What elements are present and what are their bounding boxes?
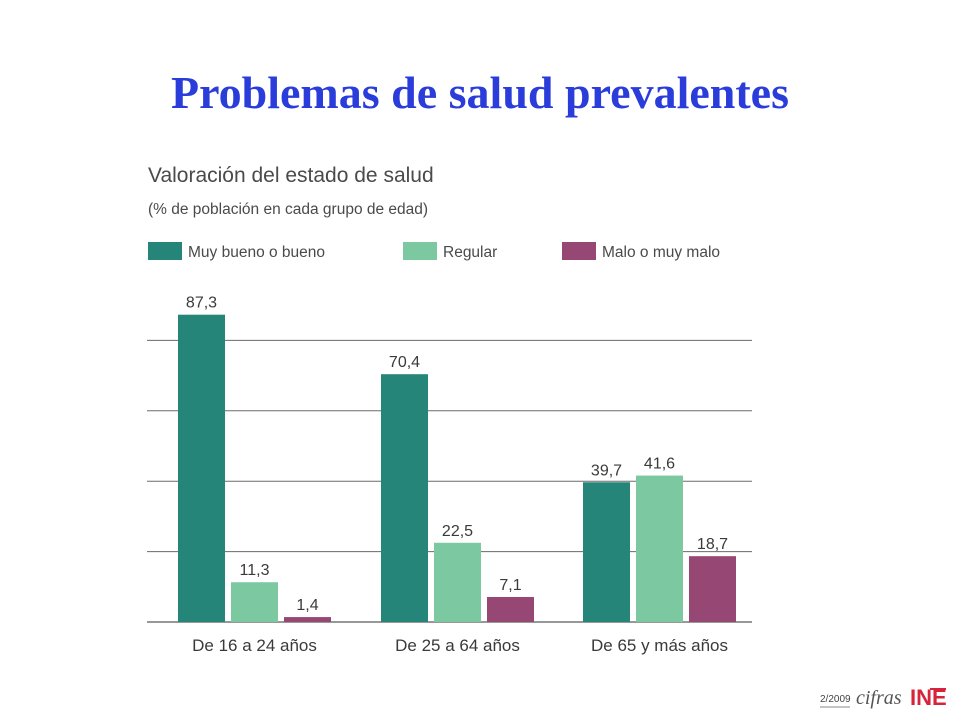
legend-label: Regular — [443, 244, 497, 261]
bar — [434, 542, 481, 622]
bar-value-label: 41,6 — [644, 456, 675, 473]
category-label: De 16 a 24 años — [192, 636, 317, 655]
chart-subtitle: (% de población en cada grupo de edad) — [148, 201, 428, 218]
footer-date: 2/2009 — [820, 694, 851, 705]
bar-value-label: 18,7 — [697, 536, 728, 553]
legend-label: Muy bueno o bueno — [188, 244, 325, 261]
bar — [381, 374, 428, 622]
legend-label: Malo o muy malo — [602, 244, 720, 261]
category-label: De 65 y más años — [591, 636, 728, 655]
legend-swatch — [562, 242, 596, 260]
bar-value-label: 22,5 — [442, 523, 473, 540]
footer-logo: 2/2009 cifras INE — [820, 685, 947, 710]
bar — [178, 314, 225, 622]
bar — [583, 482, 630, 622]
bar-value-label: 70,4 — [389, 354, 420, 371]
legend-swatch — [148, 242, 182, 260]
chart-value-labels: 87,3 11,3 1,4 70,4 22,5 7,1 39,7 41,6 18,7 — [186, 295, 728, 614]
bar-value-label: 11,3 — [240, 562, 270, 579]
bar-value-label: 87,3 — [186, 295, 217, 312]
bar-chart: Valoración del estado de salud (% de pob… — [147, 164, 752, 655]
bar — [636, 475, 683, 622]
bar — [487, 597, 534, 622]
bar-value-label: 1,4 — [296, 597, 318, 614]
bar — [231, 582, 278, 622]
bar — [689, 556, 736, 622]
footer-logo-word: cifras — [856, 687, 902, 709]
category-label: De 25 a 64 años — [395, 636, 520, 655]
chart-title: Valoración del estado de salud — [148, 164, 434, 187]
bar — [284, 617, 331, 622]
chart-legend: Muy bueno o bueno Regular Malo o muy malo — [148, 242, 720, 261]
chart-bars — [178, 314, 736, 622]
slide-title: Problemas de salud prevalentes — [170, 67, 790, 118]
bar-value-label: 39,7 — [591, 462, 622, 479]
chart-category-labels: De 16 a 24 años De 25 a 64 años De 65 y má… — [192, 636, 728, 655]
legend-swatch — [403, 242, 437, 260]
bar-value-label: 7,1 — [499, 577, 521, 594]
